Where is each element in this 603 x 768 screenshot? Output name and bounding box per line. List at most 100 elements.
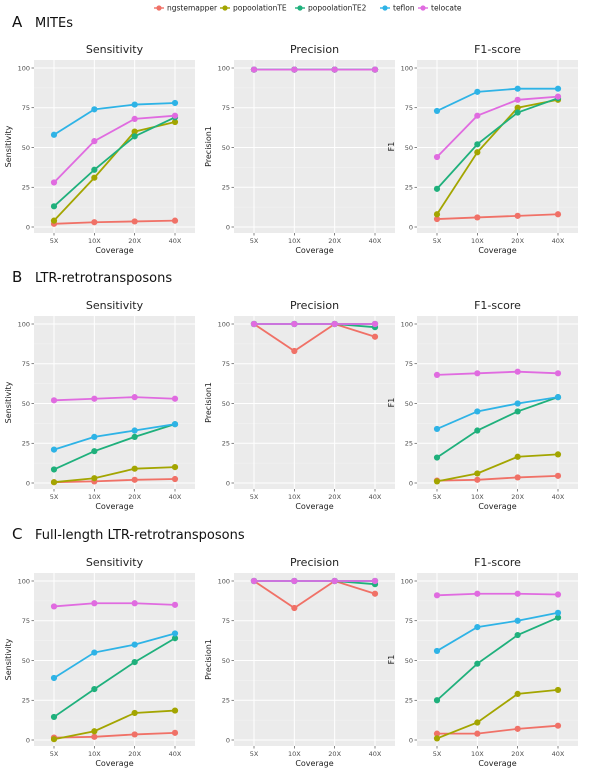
chart-sections: A MITEs Sensitivity 0 25 50 75 100 5X 10X 20X 40X Co… bbox=[4, 13, 578, 768]
data-point-popoolationTE bbox=[514, 453, 521, 460]
data-point-popoolationTE bbox=[474, 470, 481, 477]
y-tick-label: 25 bbox=[222, 697, 230, 705]
y-tick-label: 25 bbox=[222, 440, 230, 448]
data-point-popoolationTE bbox=[554, 686, 562, 694]
series-line-teflon bbox=[53, 102, 176, 136]
series-telocate bbox=[50, 394, 179, 404]
data-point-telocate bbox=[291, 577, 298, 585]
legend-item-telocate: telocate bbox=[418, 4, 462, 13]
data-point-ngstemapper bbox=[433, 730, 441, 737]
data-point-ngstemapper bbox=[474, 476, 481, 483]
data-point-ngstemapper bbox=[371, 590, 379, 597]
data-point-popoolationTE2 bbox=[91, 448, 98, 455]
data-point-popoolationTE2 bbox=[131, 433, 138, 440]
x-tick-label: 5X bbox=[250, 750, 259, 758]
series-telocate bbox=[50, 112, 179, 186]
series-popoolationTE bbox=[50, 464, 179, 486]
data-point-teflon bbox=[50, 674, 58, 682]
x-tick-label: 10X bbox=[471, 237, 484, 245]
data-point-teflon bbox=[91, 106, 98, 113]
series-line-ngstemapper bbox=[436, 213, 559, 220]
y-tick-label: 75 bbox=[22, 360, 30, 368]
series-line-ngstemapper bbox=[53, 219, 176, 225]
y-tick-label: 75 bbox=[22, 104, 30, 112]
panel-background bbox=[234, 573, 395, 746]
series-line-teflon bbox=[53, 423, 176, 451]
x-tick-label: 40X bbox=[552, 493, 565, 501]
data-point-popoolationTE bbox=[474, 719, 481, 726]
data-point-telocate bbox=[250, 577, 258, 585]
y-tick-label: 100 bbox=[401, 320, 413, 328]
panel-background bbox=[417, 316, 578, 489]
data-point-popoolationTE2 bbox=[433, 697, 441, 704]
data-point-popoolationTE bbox=[91, 728, 98, 735]
series-telocate bbox=[433, 93, 562, 161]
data-point-popoolationTE bbox=[171, 464, 179, 471]
y-tick-label: 50 bbox=[222, 657, 230, 665]
x-tick-label: 20X bbox=[511, 237, 524, 245]
y-tick-label: 100 bbox=[18, 320, 30, 328]
data-point-popoolationTE bbox=[91, 174, 98, 181]
data-point-teflon bbox=[433, 425, 441, 433]
data-point-popoolationTE2 bbox=[433, 185, 441, 192]
data-point-teflon bbox=[171, 99, 179, 107]
y-axis-label: F1 bbox=[387, 398, 396, 408]
series-line-ngstemapper bbox=[436, 474, 559, 482]
section-title: LTR-retrotransposons bbox=[35, 271, 172, 286]
data-point-teflon bbox=[171, 421, 179, 428]
y-tick-label: 100 bbox=[401, 64, 413, 72]
x-tick-label: 5X bbox=[250, 493, 259, 501]
panel-background bbox=[34, 573, 195, 746]
y-tick-label: 50 bbox=[22, 400, 30, 408]
data-point-popoolationTE2 bbox=[514, 109, 521, 116]
data-point-telocate bbox=[131, 394, 138, 401]
y-tick-label: 75 bbox=[405, 360, 413, 368]
y-tick-label: 0 bbox=[26, 736, 30, 744]
x-tick-label: 40X bbox=[169, 493, 182, 501]
data-point-ngstemapper bbox=[554, 472, 562, 479]
panel-title: F1-score bbox=[474, 556, 521, 569]
legend-item-ngstemapper: ngstemapper bbox=[154, 4, 218, 13]
legend-key-point-ngstemapper bbox=[156, 5, 162, 11]
data-point-popoolationTE bbox=[433, 735, 441, 742]
data-point-popoolationTE2 bbox=[91, 686, 98, 693]
data-point-ngstemapper bbox=[554, 211, 562, 218]
data-point-popoolationTE2 bbox=[50, 466, 58, 473]
series-line-telocate bbox=[436, 592, 559, 597]
legend-key-point-telocate bbox=[420, 5, 426, 11]
section-label: B bbox=[12, 268, 22, 286]
panel-f1-score: F1-score 0 25 50 75 100 5X 10X 20X 40X Coverage F1 bbox=[387, 556, 578, 768]
panel-background bbox=[234, 316, 395, 489]
data-point-telocate bbox=[371, 66, 379, 73]
y-tick-label: 25 bbox=[405, 440, 413, 448]
data-point-telocate bbox=[50, 179, 58, 186]
y-tick-label: 75 bbox=[405, 104, 413, 112]
data-point-telocate bbox=[554, 93, 562, 100]
legend-label-popoolationTE2: popoolationTE2 bbox=[308, 4, 367, 13]
panel-sensitivity: Sensitivity 0 25 50 75 100 5X 10X 20X 40X Coverage… bbox=[4, 299, 195, 511]
series-teflon bbox=[50, 421, 179, 453]
data-point-telocate bbox=[433, 371, 441, 378]
data-point-telocate bbox=[250, 66, 258, 73]
y-tick-label: 50 bbox=[405, 657, 413, 665]
series-line-ngstemapper bbox=[253, 323, 376, 353]
data-point-telocate bbox=[291, 320, 298, 328]
section-label: A bbox=[12, 13, 23, 31]
data-point-teflon bbox=[514, 85, 521, 92]
data-point-telocate bbox=[371, 577, 379, 585]
x-tick-label: 40X bbox=[369, 750, 382, 758]
data-point-popoolationTE bbox=[433, 211, 441, 218]
data-point-telocate bbox=[433, 592, 441, 599]
y-tick-label: 75 bbox=[22, 617, 30, 625]
legend-label-ngstemapper: ngstemapper bbox=[167, 4, 218, 13]
section-C: C Full-length LTR-retrotransposons Sensiti… bbox=[4, 525, 578, 768]
legend-key-point-popoolationTE bbox=[222, 5, 228, 11]
data-point-telocate bbox=[50, 397, 58, 404]
series-line-ngstemapper bbox=[53, 478, 176, 484]
section-A: A MITEs Sensitivity 0 25 50 75 100 5X 10X 20X 40X Co… bbox=[4, 13, 578, 255]
series-telocate bbox=[250, 577, 379, 585]
section-B: B LTR-retrotransposons Sensitivity 0 25 50 75 1… bbox=[4, 268, 578, 511]
series-line-popoolationTE bbox=[53, 709, 176, 741]
x-tick-label: 40X bbox=[369, 237, 382, 245]
panel-background bbox=[234, 60, 395, 233]
